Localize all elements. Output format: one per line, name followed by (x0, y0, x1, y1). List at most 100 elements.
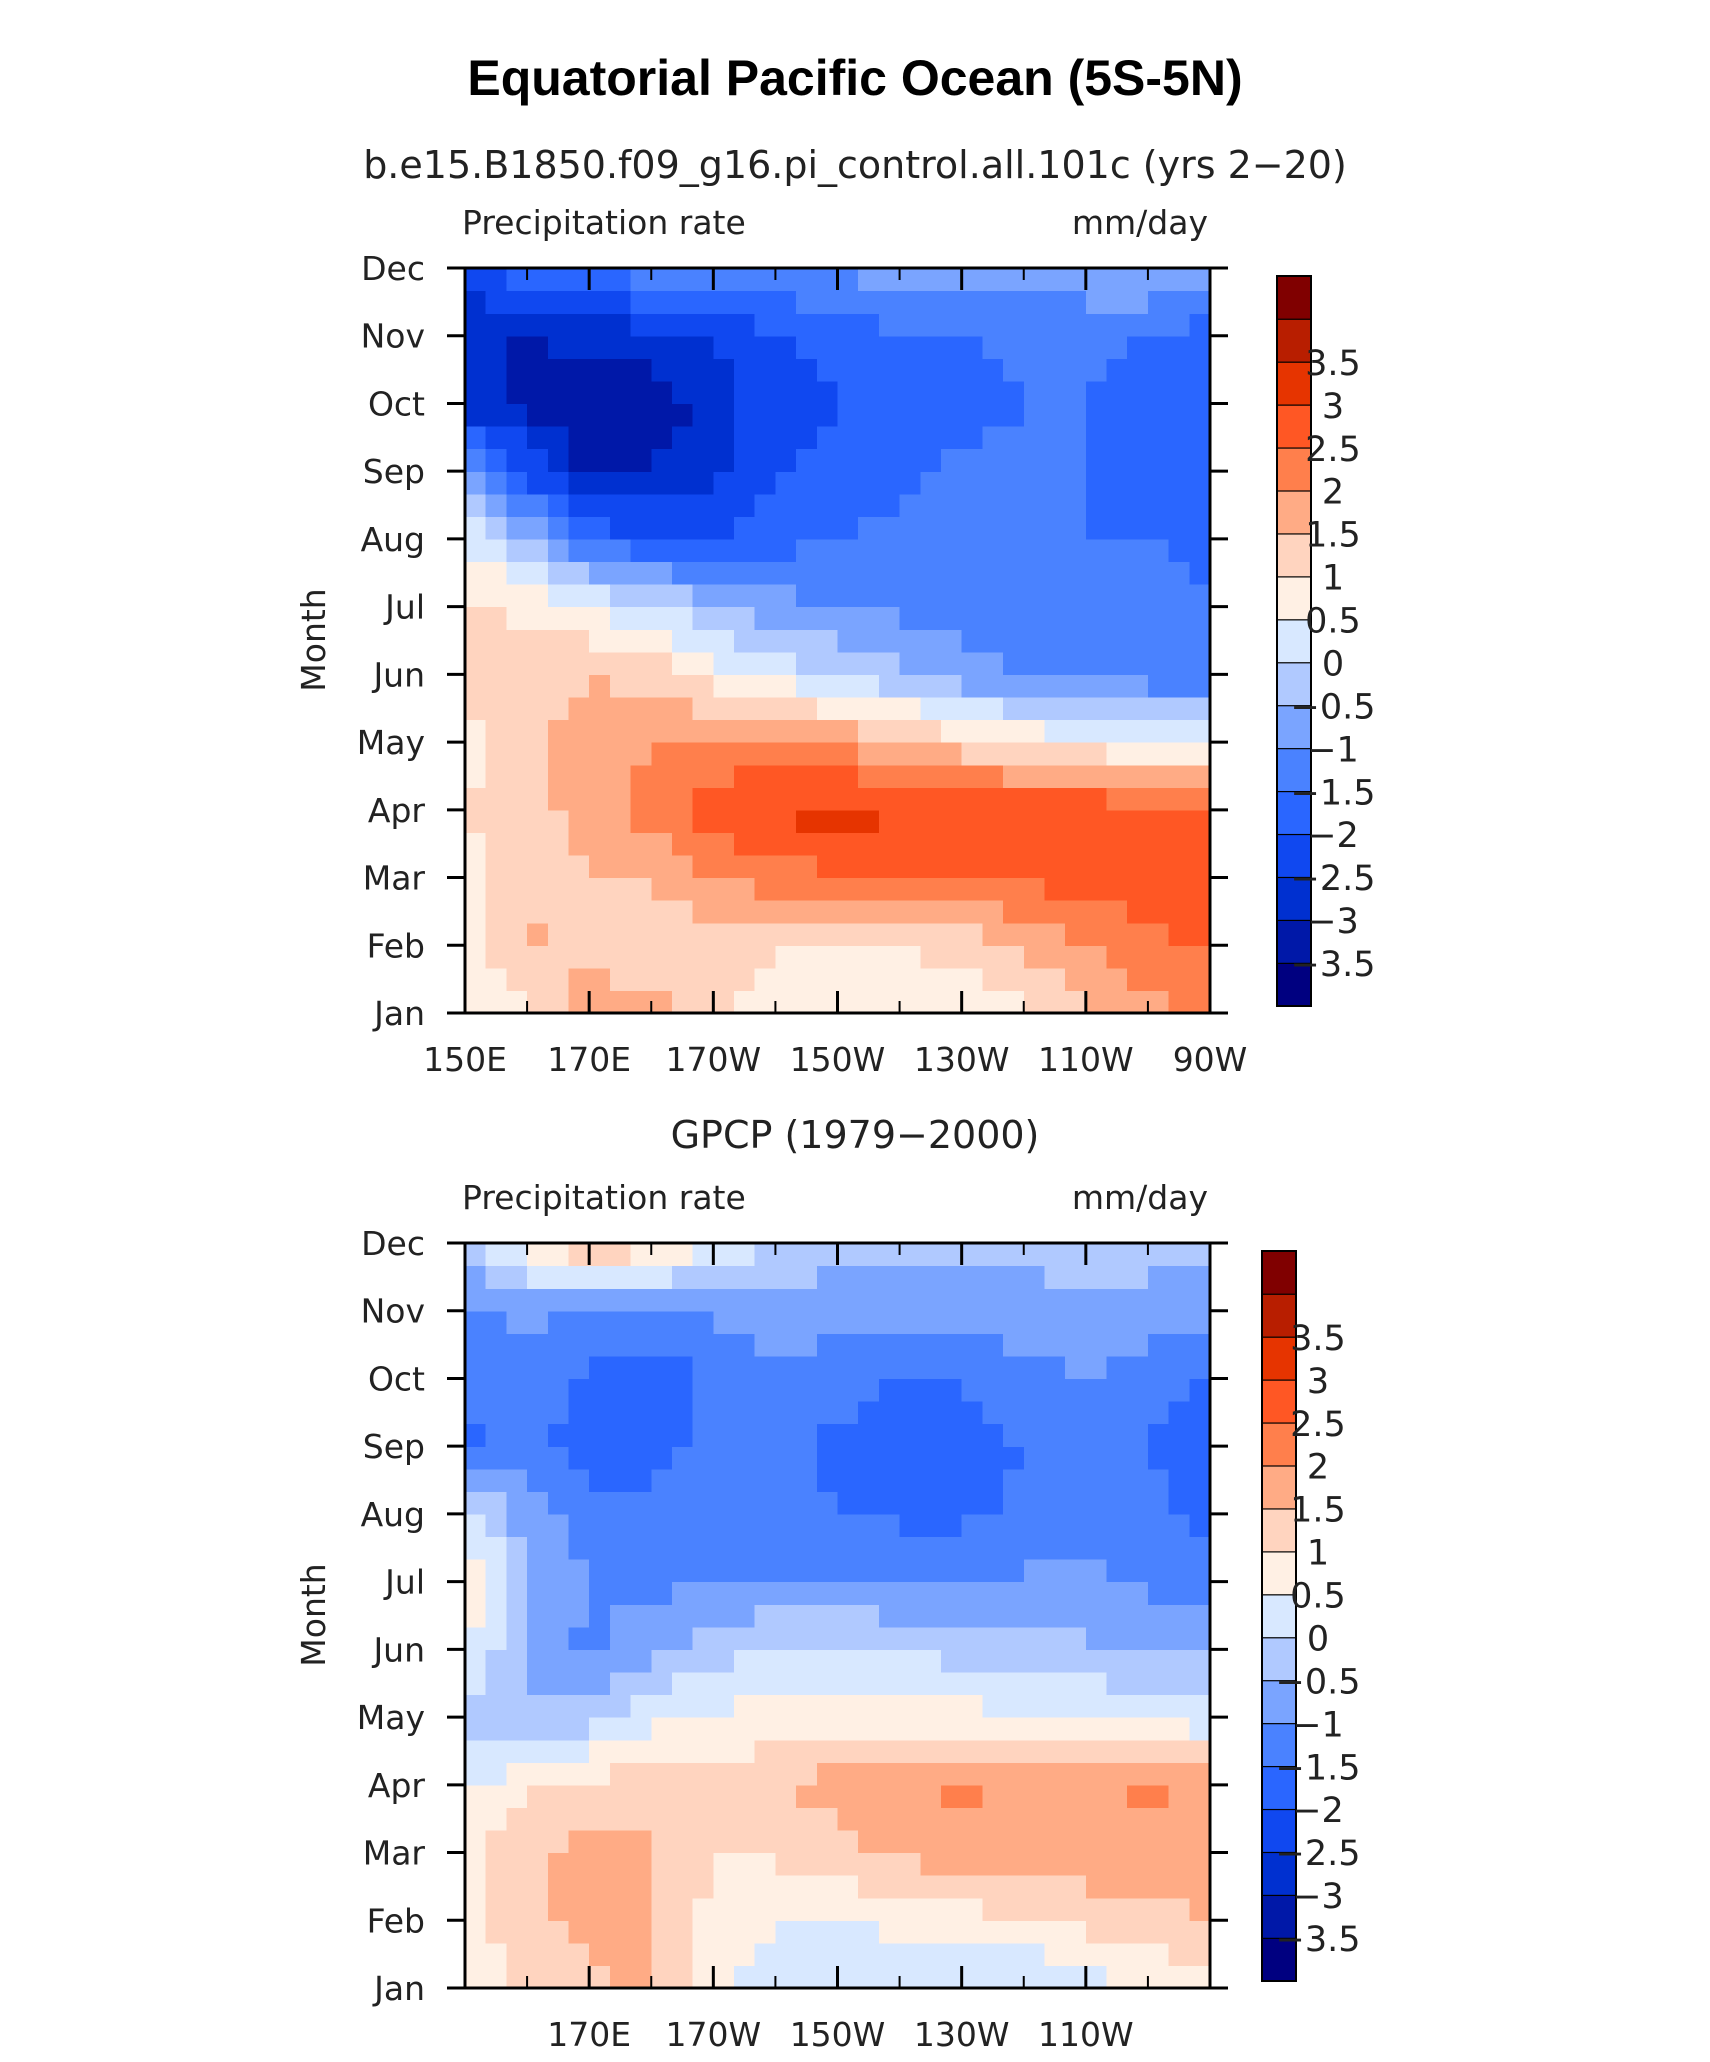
heatmap-cell (1065, 313, 1087, 337)
heatmap-cell (837, 1446, 859, 1470)
heatmap-cell (589, 1965, 611, 1989)
heatmap-cell (1085, 742, 1108, 766)
heatmap-cell (1085, 1513, 1108, 1538)
heatmap-cell (527, 1717, 549, 1741)
heatmap-cell (837, 1942, 859, 1967)
heatmap-cell (920, 1965, 942, 1989)
heatmap-cell (485, 380, 507, 405)
heatmap-cell (547, 1739, 570, 1763)
heatmap-cell (589, 1288, 611, 1312)
heatmap-cell (671, 1310, 694, 1334)
heatmap-cell (527, 1559, 549, 1583)
heatmap-cell (734, 561, 756, 585)
heatmap-cell (465, 1468, 487, 1492)
y-tick-label: Oct (368, 384, 425, 423)
heatmap-cell (1085, 1807, 1108, 1831)
heatmap-cell (589, 403, 611, 427)
heatmap-cell (961, 967, 983, 992)
heatmap-cell (465, 516, 487, 540)
heatmap-cell (671, 1829, 694, 1854)
heatmap-cell (878, 651, 901, 675)
heatmap-cell (630, 1649, 652, 1673)
heatmap-cell (713, 538, 735, 563)
heatmap-cell (1065, 1423, 1087, 1447)
heatmap-cell (1106, 471, 1128, 495)
heatmap-cell (961, 335, 983, 359)
heatmap-cell (609, 606, 632, 630)
heatmap-cell (796, 358, 818, 382)
heatmap-cell (899, 900, 921, 924)
heatmap-cell (630, 358, 652, 382)
heatmap-cell (816, 1807, 839, 1831)
heatmap-cell (465, 1401, 487, 1425)
heatmap-cell (547, 1491, 570, 1515)
heatmap-cell (609, 1491, 632, 1515)
heatmap-cell (671, 426, 694, 450)
heatmap-cell (1065, 900, 1087, 924)
heatmap-cell (754, 945, 777, 969)
heatmap-cell (878, 313, 901, 337)
heatmap-cell (961, 493, 983, 517)
heatmap-cell (465, 1671, 487, 1696)
heatmap-cell (589, 696, 611, 721)
y-tick-label: Jul (383, 1563, 425, 1602)
heatmap-cell (692, 1852, 714, 1876)
heatmap-cell (1147, 945, 1170, 969)
heatmap-cell (961, 268, 983, 292)
heatmap-cell (1189, 922, 1211, 946)
heatmap-cell (878, 471, 901, 495)
heatmap-cell (734, 674, 756, 698)
heatmap-cell (982, 854, 1004, 879)
heatmap-cell (899, 1897, 921, 1921)
heatmap-cell (465, 606, 487, 630)
heatmap-cell (630, 651, 652, 675)
heatmap-cell (692, 426, 714, 450)
heatmap-cell (692, 1671, 714, 1696)
heatmap-cell (961, 1288, 983, 1312)
y-tick-label: Nov (361, 317, 425, 356)
heatmap-cell (1147, 1897, 1170, 1921)
heatmap-cell (754, 764, 777, 788)
heatmap-cell (630, 1581, 652, 1605)
heatmap-cell (899, 719, 921, 743)
y-tick-label: Sep (363, 452, 425, 491)
heatmap-cell (796, 809, 818, 833)
heatmap-cell (506, 538, 528, 563)
heatmap-cell (775, 877, 797, 901)
heatmap-cell (816, 922, 839, 946)
heatmap-cell (1168, 674, 1190, 698)
heatmap-cell (609, 1829, 632, 1854)
heatmap-cell (527, 1762, 549, 1786)
heatmap-cell (1023, 967, 1046, 992)
heatmap-cell (630, 471, 652, 495)
heatmap-cell (734, 1536, 756, 1560)
heatmap-cell (899, 471, 921, 495)
heatmap-cell (837, 787, 859, 811)
heatmap-cell (692, 1897, 714, 1921)
heatmap-cell (589, 1446, 611, 1470)
heatmap-cell (527, 426, 549, 450)
heatmap-cell (527, 1446, 549, 1470)
heatmap-cell (796, 1807, 818, 1831)
heatmap-cell (837, 1784, 859, 1808)
heatmap-cell (465, 290, 487, 314)
heatmap-cell (754, 787, 777, 811)
heatmap-cell (754, 1626, 777, 1650)
heatmap-cell (796, 742, 818, 766)
heatmap-cell (527, 1288, 549, 1312)
colorbar-label: 0.5 (1305, 602, 1361, 642)
heatmap-cell (961, 1897, 983, 1921)
heatmap-cell (961, 1581, 983, 1605)
heatmap-cell (506, 1694, 528, 1718)
heatmap-cell (630, 629, 652, 653)
heatmap-cell (485, 1265, 507, 1289)
y-tick-label: Mar (363, 859, 426, 898)
heatmap-cell (651, 426, 673, 450)
heatmap-cell (547, 1897, 570, 1921)
heatmap-cell (651, 900, 673, 924)
heatmap-cell (982, 1852, 1004, 1876)
heatmap-cell (1085, 380, 1108, 405)
heatmap-cell (1189, 900, 1211, 924)
heatmap-cell (878, 1739, 901, 1763)
heatmap-cell (506, 1762, 528, 1786)
